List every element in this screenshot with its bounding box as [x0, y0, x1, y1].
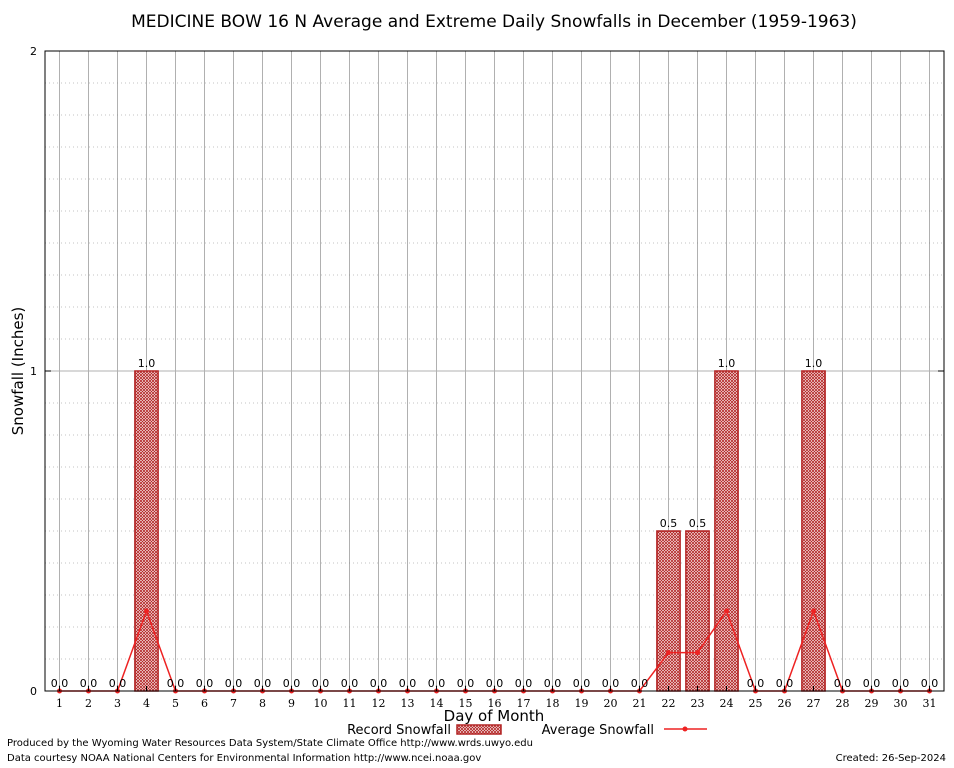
bar-value-label: 0.0	[80, 677, 98, 690]
x-tick-label: 19	[575, 697, 589, 710]
bar-value-label: 0.0	[457, 677, 475, 690]
x-tick-label: 1	[56, 697, 63, 710]
bar-value-labels: 0.0 0.0 0.0 1.0 0.0 0.0 0.0 0.0 0.0 0.0 0.0 0.0 0.0 0…	[51, 357, 939, 690]
bar-value-label: 0.0	[486, 677, 504, 690]
legend-record-swatch	[456, 724, 502, 735]
x-tick-label: 20	[604, 697, 618, 710]
x-tick-label: 27	[807, 697, 821, 710]
record-bar	[685, 530, 710, 692]
x-tick-label: 29	[865, 697, 879, 710]
x-tick-label: 16	[488, 697, 502, 710]
x-axis-label: Day of Month	[444, 707, 545, 725]
bar-value-label: 0.0	[602, 677, 620, 690]
bar-value-label: 0.0	[167, 677, 185, 690]
x-tick-label: 23	[691, 697, 705, 710]
average-point	[144, 608, 149, 614]
y-tick-label: 2	[30, 45, 37, 58]
bar-value-label: 0.0	[544, 677, 562, 690]
x-tick-label: 15	[459, 697, 473, 710]
x-tick-label: 13	[401, 697, 415, 710]
x-tick-label: 5	[172, 697, 179, 710]
bar-value-label: 0.0	[747, 677, 765, 690]
bar-value-label: 0.0	[254, 677, 272, 690]
x-tick-label: 3	[114, 697, 121, 710]
bar-value-label: 0.0	[196, 677, 214, 690]
bar-value-label: 0.0	[863, 677, 881, 690]
bar-value-label: 0.0	[341, 677, 359, 690]
average-point	[695, 650, 700, 656]
x-tick-label: 25	[749, 697, 763, 710]
bar-value-label: 0.0	[573, 677, 591, 690]
average-point	[666, 650, 671, 656]
bar-value-label: 0.0	[776, 677, 794, 690]
legend: Record Snowfall Average Snowfall	[347, 723, 707, 738]
bar-value-label: 0.0	[283, 677, 301, 690]
y-axis-label: Snowfall (Inches)	[9, 307, 27, 435]
footer-data-courtesy: Data courtesy NOAA National Centers for …	[7, 753, 482, 764]
x-tick-label: 21	[633, 697, 647, 710]
bar-value-label: 0.5	[689, 517, 707, 530]
bar-value-label: 0.0	[921, 677, 939, 690]
record-bar	[801, 370, 826, 692]
x-tick-label: 17	[517, 697, 531, 710]
bar-value-label: 0.0	[225, 677, 243, 690]
x-tick-label: 10	[314, 697, 328, 710]
x-tick-label: 31	[923, 697, 937, 710]
bar-value-label: 1.0	[805, 357, 823, 370]
x-tick-label: 18	[546, 697, 560, 710]
x-tick-label: 4	[143, 697, 150, 710]
x-tick-label: 30	[894, 697, 908, 710]
y-tick-label: 1	[30, 365, 37, 378]
legend-average-marker	[682, 726, 688, 732]
chart-title: MEDICINE BOW 16 N Average and Extreme Da…	[131, 12, 857, 32]
x-tick-label: 12	[372, 697, 386, 710]
bar-value-label: 0.0	[399, 677, 417, 690]
bar-value-label: 0.0	[312, 677, 330, 690]
x-tick-label: 9	[288, 697, 295, 710]
bar-value-label: 0.0	[631, 677, 649, 690]
legend-record-label: Record Snowfall	[347, 723, 451, 738]
footer-produced-by: Produced by the Wyoming Water Resources …	[7, 738, 533, 749]
record-bar	[134, 370, 159, 692]
bar-value-label: 1.0	[718, 357, 736, 370]
y-tick-label: 0	[30, 685, 37, 698]
bar-value-label: 0.5	[660, 517, 678, 530]
x-tick-label: 2	[85, 697, 92, 710]
x-tick-label: 6	[201, 697, 208, 710]
bar-value-label: 0.0	[834, 677, 852, 690]
footer-created: Created: 26-Sep-2024	[835, 753, 946, 764]
bar-value-label: 0.0	[370, 677, 388, 690]
average-point	[724, 608, 729, 614]
bar-value-label: 0.0	[109, 677, 127, 690]
x-tick-label: 7	[230, 697, 237, 710]
bar-value-label: 0.0	[515, 677, 533, 690]
x-tick-label: 26	[778, 697, 792, 710]
x-tick-label: 8	[259, 697, 266, 710]
legend-average-label: Average Snowfall	[542, 723, 654, 738]
x-tick-label: 14	[430, 697, 444, 710]
bar-value-label: 0.0	[428, 677, 446, 690]
bar-value-label: 0.0	[892, 677, 910, 690]
bar-value-label: 0.0	[51, 677, 69, 690]
x-tick-label: 24	[720, 697, 734, 710]
x-tick-label: 11	[343, 697, 357, 710]
bar-value-label: 1.0	[138, 357, 156, 370]
x-tick-label: 28	[836, 697, 850, 710]
record-bar	[656, 530, 681, 692]
record-bar	[714, 370, 739, 692]
average-point	[811, 608, 816, 614]
record-bars	[134, 370, 826, 692]
x-tick-label: 22	[662, 697, 676, 710]
